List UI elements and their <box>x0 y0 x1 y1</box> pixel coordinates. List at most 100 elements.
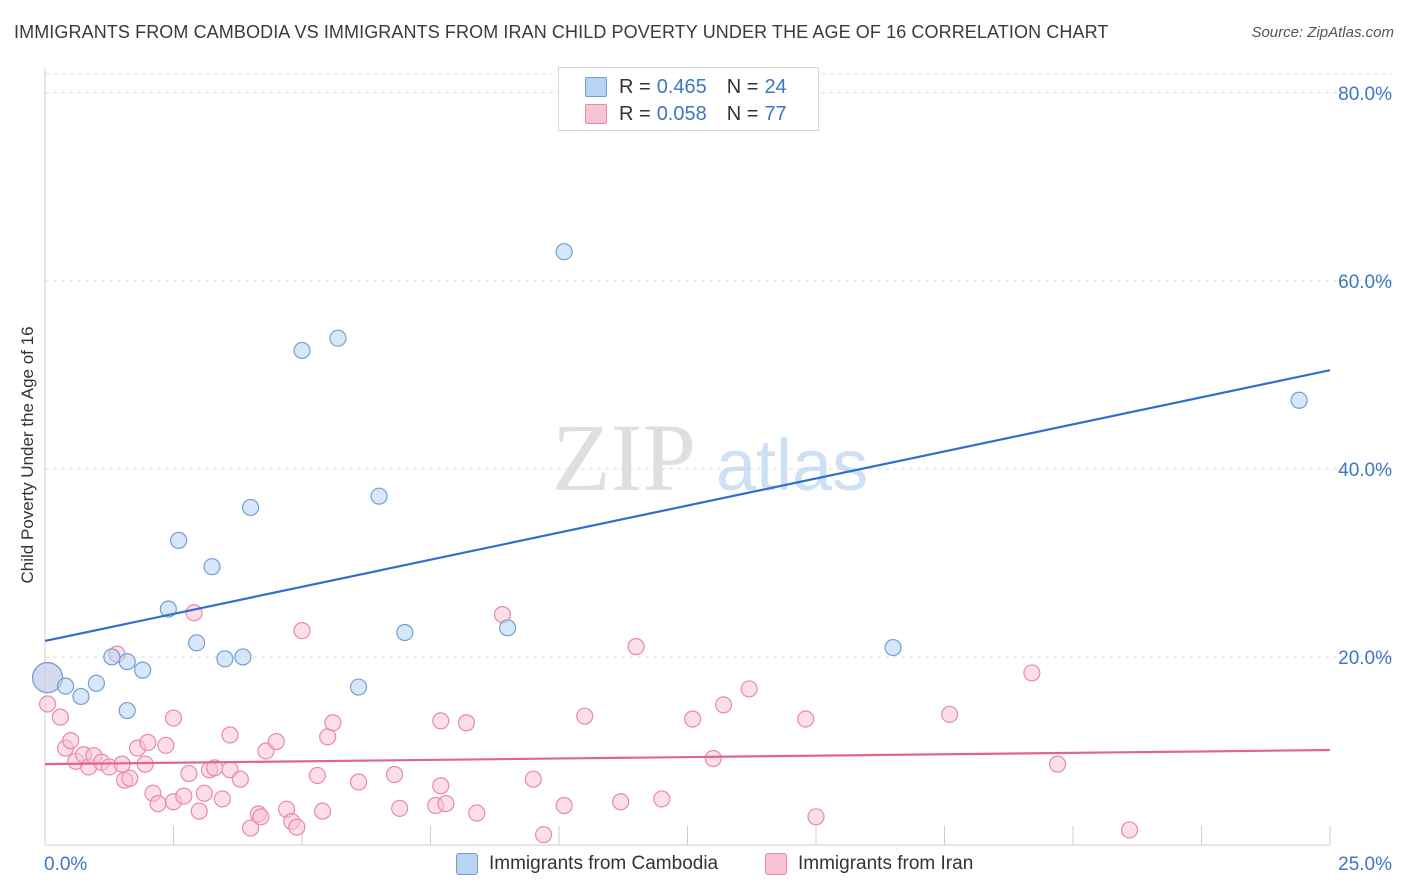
watermark-zip: ZIP <box>552 404 696 511</box>
iran-point <box>627 638 645 656</box>
iran-point <box>941 705 959 723</box>
iran-point <box>157 736 175 754</box>
legend-swatch-iran <box>585 104 607 124</box>
bottom-legend-label-iran: Immigrants from Iran <box>798 853 974 874</box>
cambodia-point <box>370 487 388 505</box>
iran-point <box>437 795 455 813</box>
cambodia-point <box>293 341 311 360</box>
iran-point <box>308 766 327 785</box>
bottom-legend-swatch-cambodia <box>456 853 478 875</box>
axes <box>44 68 1331 846</box>
iran-point <box>195 784 213 802</box>
iran-point <box>62 732 80 750</box>
bottom-legend-swatch-iran <box>765 853 787 875</box>
watermark: ZIP atlas <box>552 404 868 511</box>
iran-point <box>391 799 409 817</box>
cambodia-point <box>170 531 188 549</box>
legend-r-value: 0.058 <box>656 102 707 125</box>
iran-point <box>612 793 630 811</box>
cambodia-point <box>884 638 902 657</box>
y-tick-label: 80.0% <box>1338 84 1392 105</box>
cambodia-point <box>499 619 517 637</box>
cambodia-point <box>87 674 106 692</box>
legend-n-label: N = <box>726 75 759 98</box>
legend-r-value: 0.465 <box>656 75 707 98</box>
legend-row-iran: R = 0.058 N = 77 <box>585 102 787 126</box>
cambodia-point <box>234 648 252 666</box>
legend-swatch-cambodia <box>585 77 607 97</box>
tick-labels: 20.0% 40.0% 60.0% 80.0% 0.0% 25.0% <box>44 84 1392 875</box>
iran-point <box>164 709 183 727</box>
iran-point <box>457 714 476 732</box>
iran-point <box>231 770 249 788</box>
cambodia-point <box>31 662 64 694</box>
iran-trendline <box>44 748 1331 766</box>
iran-point <box>653 790 671 808</box>
cambodia-point <box>1290 391 1308 409</box>
iran-point <box>139 733 157 752</box>
legend-row-cambodia: R = 0.465 N = 24 <box>585 75 787 99</box>
iran-point <box>385 765 404 784</box>
cambodia-point <box>242 498 260 517</box>
cambodia-point <box>159 600 177 618</box>
gridlines <box>45 73 1392 658</box>
iran-point <box>714 696 733 714</box>
bottom-legend-cambodia: Immigrants from Cambodia <box>456 852 718 876</box>
watermark-atlas: atlas <box>716 426 868 506</box>
iran-point <box>267 732 285 751</box>
iran-point <box>797 710 815 728</box>
iran-point <box>38 695 57 713</box>
iran-point <box>576 707 594 725</box>
iran-point <box>1023 664 1041 682</box>
iran-point <box>432 712 450 730</box>
iran-point <box>704 749 722 768</box>
iran-point <box>180 764 198 783</box>
iran-point <box>349 773 368 791</box>
iran-point <box>221 726 239 744</box>
iran-point <box>149 795 167 813</box>
stats-legend: R = 0.465 N = 24 R = 0.058 N = 77 <box>558 67 819 131</box>
iran-point <box>121 769 139 787</box>
bottom-legend-iran: Immigrants from Iran <box>765 852 973 876</box>
chart-title: IMMIGRANTS FROM CAMBODIA VS IMMIGRANTS F… <box>14 22 1109 42</box>
iran-point <box>1120 821 1139 839</box>
y-axis-label: Child Poverty Under the Age of 16 <box>18 326 37 583</box>
cambodia-point <box>396 623 414 642</box>
legend-r-label: R = <box>619 75 651 98</box>
iran-point <box>293 622 311 640</box>
legend-n-value: 77 <box>764 102 787 125</box>
cambodia-point <box>555 243 573 261</box>
y-tick-label: 40.0% <box>1338 460 1392 481</box>
trendlines <box>44 369 1331 766</box>
iran-point <box>213 790 231 808</box>
iran-point <box>524 770 542 788</box>
iran-point <box>468 804 486 822</box>
iran-point <box>51 708 70 726</box>
cambodia-point <box>203 558 221 576</box>
y-tick-label: 20.0% <box>1338 648 1392 669</box>
iran-point <box>1048 755 1067 773</box>
legend-n-value: 24 <box>764 75 787 98</box>
iran-point <box>432 777 450 795</box>
iran-point <box>175 787 193 805</box>
cambodia-points <box>31 243 1308 720</box>
cambodia-point <box>118 701 136 720</box>
iran-point <box>324 714 342 732</box>
iran-point <box>807 808 825 826</box>
y-tick-label: 60.0% <box>1338 272 1392 293</box>
cambodia-point <box>188 634 206 652</box>
iran-point <box>185 604 203 622</box>
iran-point <box>534 826 553 844</box>
iran-point <box>252 808 270 826</box>
bottom-legend-label-cambodia: Immigrants from Cambodia <box>489 853 719 874</box>
cambodia-point <box>134 661 152 679</box>
legend-n-label: N = <box>726 102 759 125</box>
iran-point <box>313 802 332 820</box>
cambodia-point <box>216 650 234 668</box>
cambodia-point <box>329 329 347 347</box>
cambodia-point <box>103 648 121 666</box>
iran-point <box>288 818 306 836</box>
cambodia-point <box>118 653 136 671</box>
iran-point <box>684 710 702 728</box>
cambodia-point <box>349 678 368 696</box>
